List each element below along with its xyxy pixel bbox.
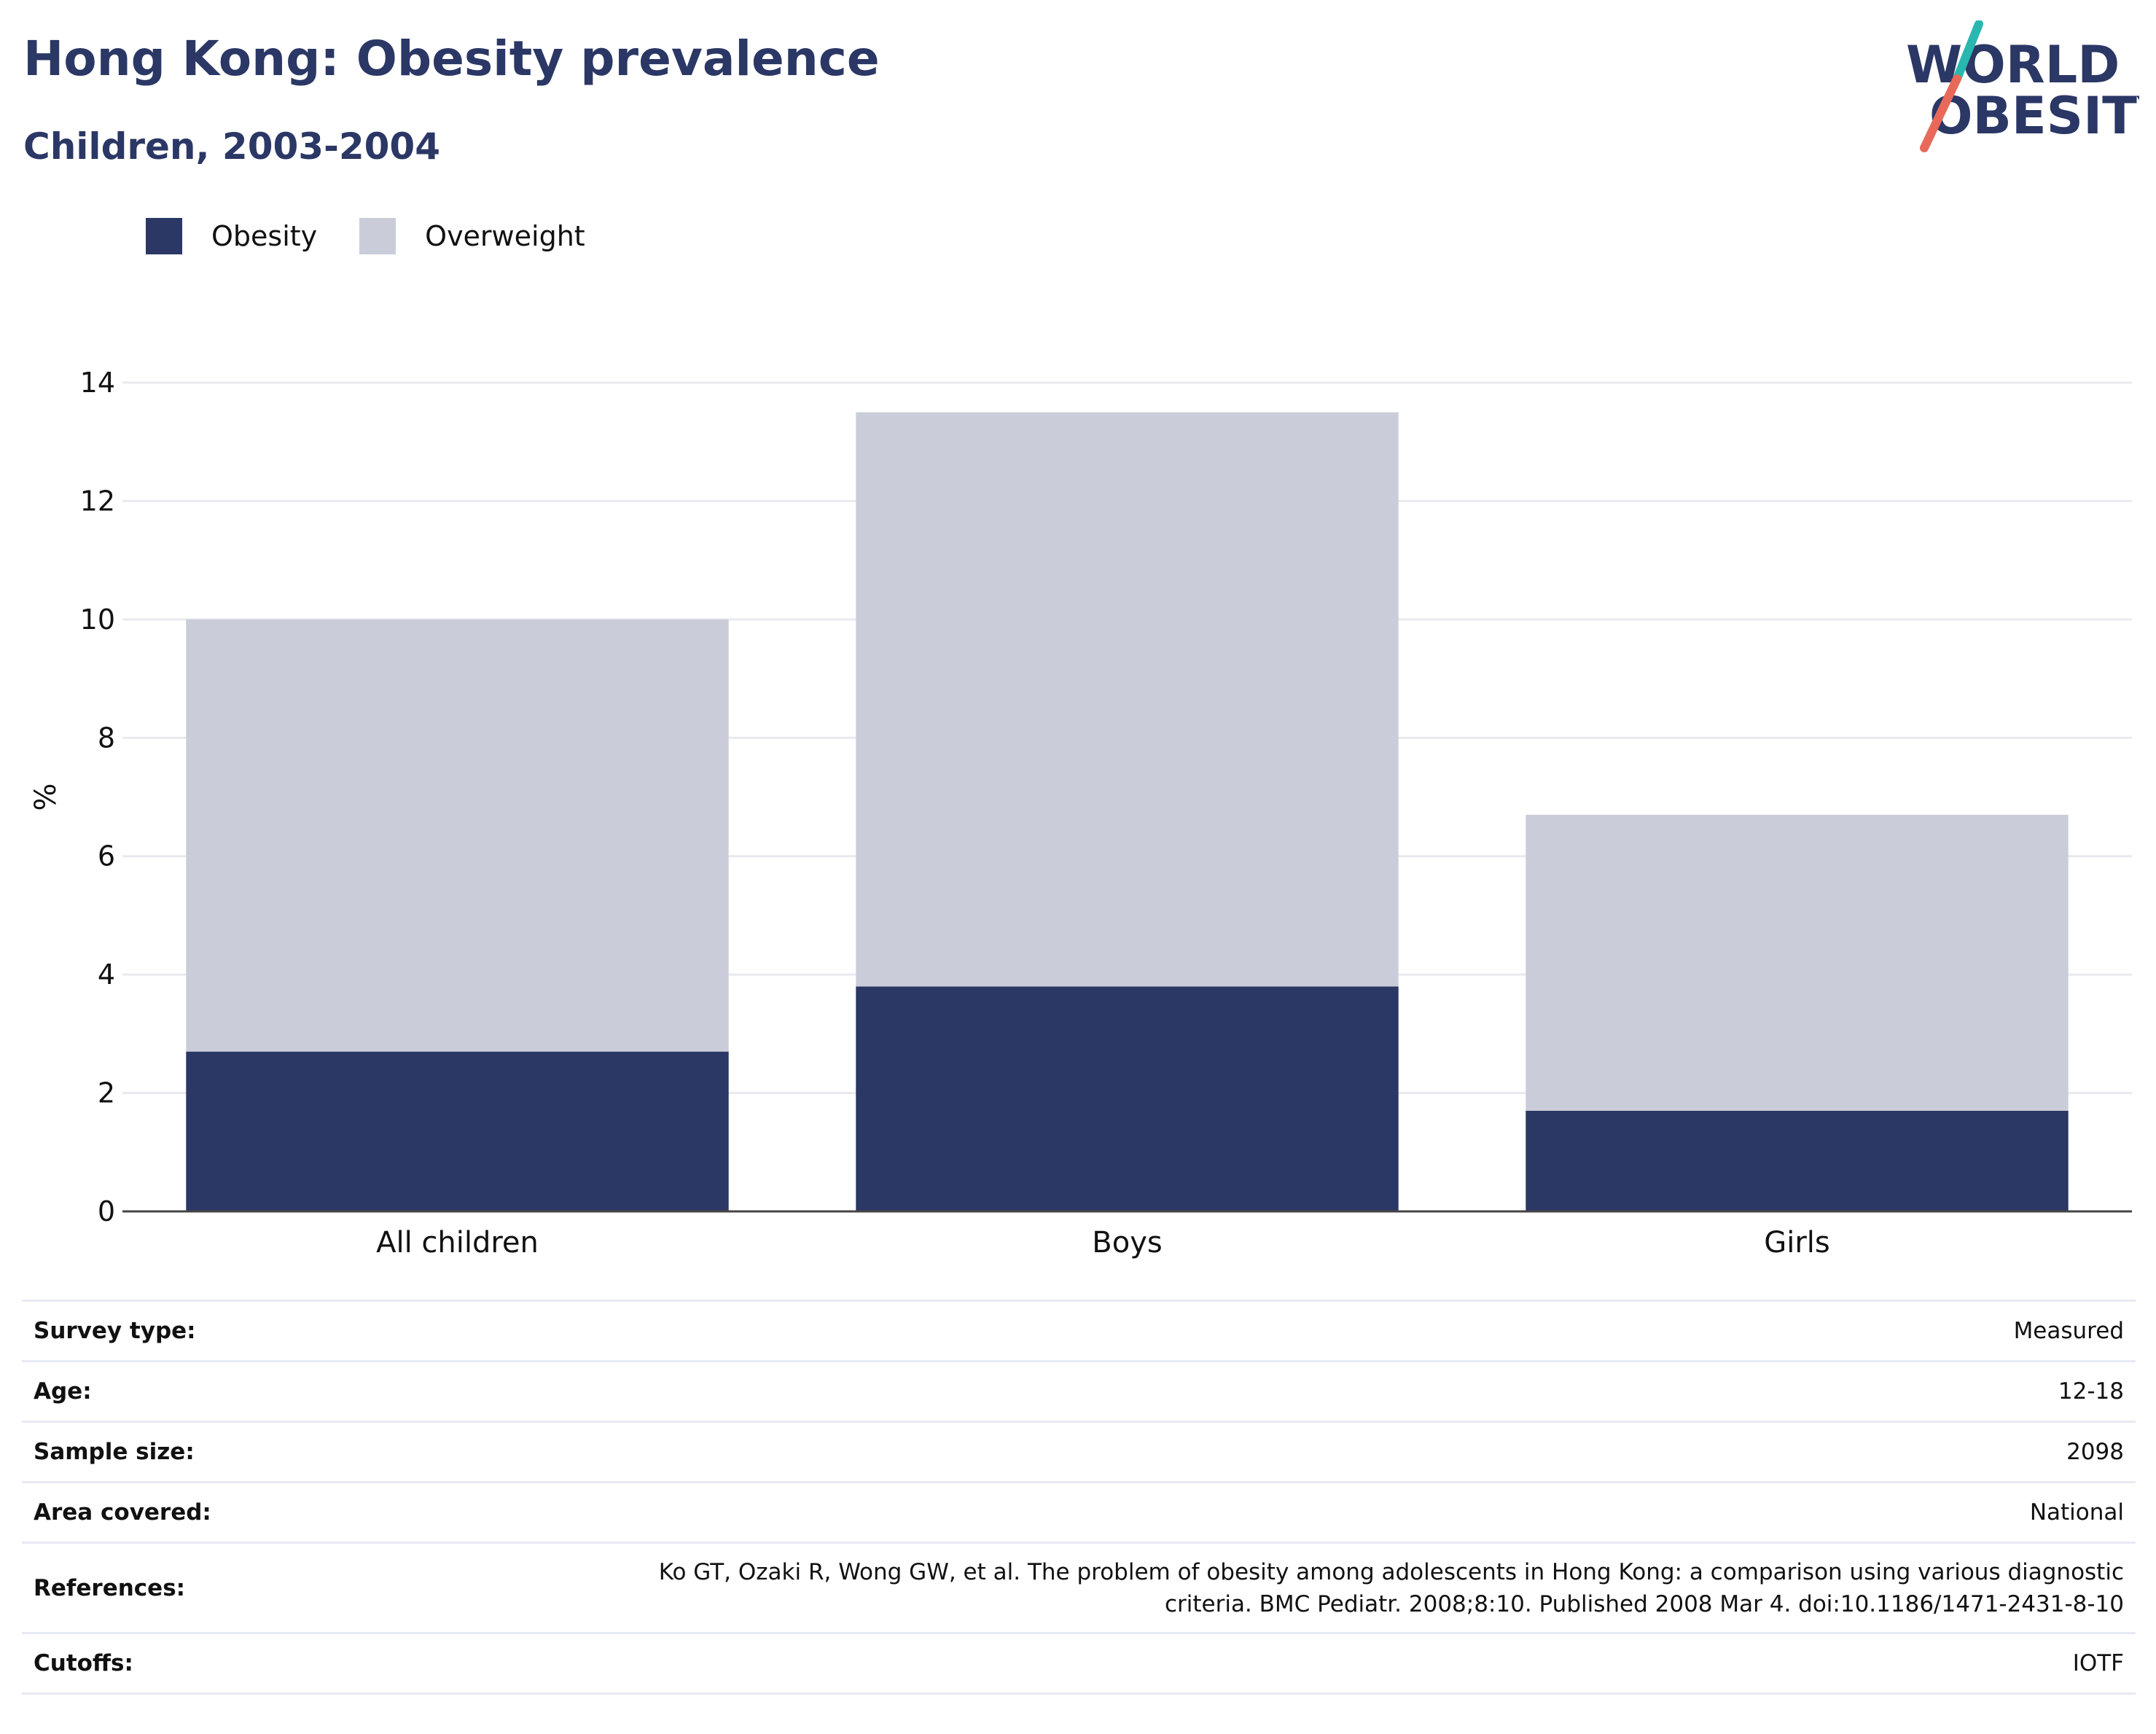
metadata-key: Age: <box>22 1360 410 1422</box>
y-tick-label: 6 <box>98 840 115 872</box>
metadata-key: References: <box>22 1542 410 1633</box>
page-subtitle: Children, 2003-2004 <box>23 125 440 168</box>
x-tick-label: Boys <box>1092 1226 1162 1260</box>
y-tick-label: 14 <box>80 367 115 399</box>
metadata-row: Cutoffs: IOTF <box>22 1632 2136 1695</box>
x-tick-label: All children <box>376 1226 539 1260</box>
metadata-value-references: Ko GT, Ozaki R, Wong GW, et al. The prob… <box>410 1542 2136 1633</box>
metadata-row: Sample size: 2098 <box>22 1421 2136 1483</box>
y-tick-label: 2 <box>98 1077 115 1109</box>
metadata-key: Area covered: <box>22 1481 410 1543</box>
x-tick-label: Girls <box>1764 1226 1830 1260</box>
legend-label-overweight: Overweight <box>425 220 585 252</box>
metadata-key: Cutoffs: <box>22 1632 410 1695</box>
bar-segment-obesity <box>186 1051 729 1211</box>
metadata-value: 12-18 <box>410 1360 2136 1422</box>
metadata-value: IOTF <box>410 1632 2136 1695</box>
legend-item-overweight[interactable]: Overweight <box>359 218 585 254</box>
survey-metadata-table: Survey type: Measured Age: 12-18 Sample … <box>22 1300 2136 1695</box>
metadata-value: Measured <box>410 1300 2136 1362</box>
legend-label-obesity: Obesity <box>211 220 318 252</box>
bar-segment-overweight <box>856 412 1399 987</box>
metadata-key: Sample size: <box>22 1421 410 1483</box>
metadata-value: 2098 <box>410 1421 2136 1483</box>
stacked-bar-chart: 0 2 4 6 8 10 12 14% All children Boys Girls <box>29 367 2132 1260</box>
y-tick-label: 4 <box>98 958 115 991</box>
chart-legend: Obesity Overweight <box>146 217 628 255</box>
logo-line-2: OBESITY <box>1929 86 2139 146</box>
bar-segment-obesity <box>1526 1110 2069 1211</box>
bar-segment-overweight <box>186 619 729 1052</box>
y-tick-label: 12 <box>80 485 115 517</box>
metadata-row: References: Ko GT, Ozaki R, Wong GW, et … <box>22 1542 2136 1633</box>
bar-segment-overweight <box>1526 814 2069 1111</box>
logo-line-1: WORLD <box>1906 35 2120 95</box>
legend-swatch-overweight <box>359 218 397 254</box>
metadata-key: Survey type: <box>22 1300 410 1362</box>
y-tick-label: 0 <box>98 1195 115 1227</box>
legend-item-obesity[interactable]: Obesity <box>146 218 317 254</box>
y-axis-label: % <box>29 783 63 811</box>
world-obesity-logo: WORLD OBESITY <box>1899 20 2139 155</box>
metadata-row: Survey type: Measured <box>22 1300 2136 1362</box>
y-tick-label: 10 <box>80 604 115 636</box>
reference-line-1: Ko GT, Ozaki R, Wong GW, et al. The prob… <box>658 1558 2124 1585</box>
legend-swatch-obesity <box>146 218 182 254</box>
bar-segment-obesity <box>856 986 1399 1211</box>
metadata-value: National <box>410 1481 2136 1543</box>
page-title: Hong Kong: Obesity prevalence <box>23 31 880 87</box>
reference-line-2: criteria. BMC Pediatr. 2008;8:10. Publis… <box>1164 1590 2124 1617</box>
metadata-row: Area covered: National <box>22 1481 2136 1543</box>
y-tick-label: 8 <box>98 722 115 754</box>
metadata-row: Age: 12-18 <box>22 1360 2136 1422</box>
